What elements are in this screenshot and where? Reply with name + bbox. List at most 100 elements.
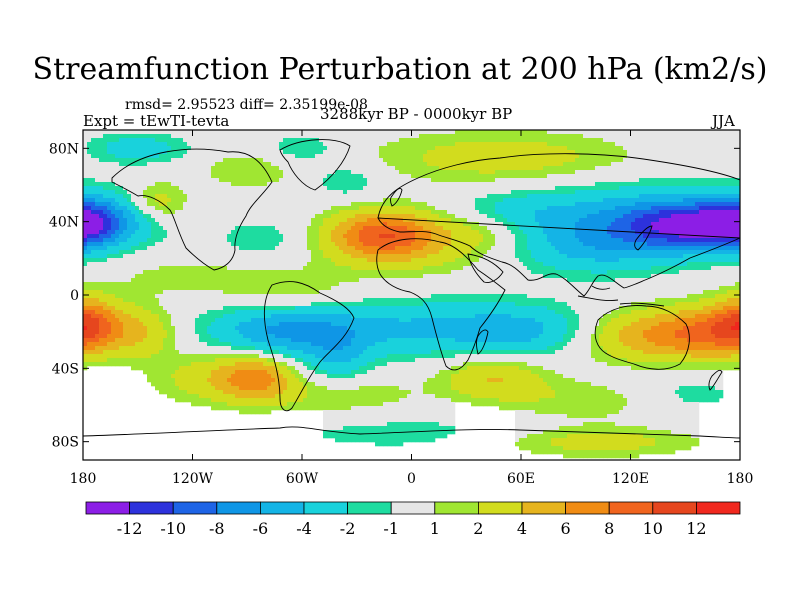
field-cell (619, 394, 624, 411)
field-cell (623, 358, 628, 367)
field-cell (223, 294, 228, 307)
field-cell (551, 174, 556, 191)
field-cell (103, 258, 108, 263)
field-cell (255, 250, 260, 271)
field-cell (323, 386, 328, 411)
field-cell (115, 230, 120, 239)
field-cell (331, 390, 336, 411)
field-cell (287, 370, 292, 403)
field-cell (735, 250, 740, 255)
field-cell (355, 358, 360, 371)
field-cell (227, 342, 232, 347)
field-cell (267, 270, 272, 295)
field-cell (319, 370, 324, 375)
field-cell (511, 222, 516, 235)
field-cell (427, 130, 432, 135)
field-cell (699, 198, 704, 203)
field-cell (83, 258, 88, 267)
field-cell (135, 138, 140, 159)
field-cell (187, 290, 192, 355)
field-cell (435, 422, 440, 439)
field-cell (719, 314, 724, 323)
field-cell (279, 374, 284, 395)
field-cell (635, 182, 640, 187)
field-cell (387, 250, 392, 255)
field-cell (563, 270, 568, 279)
field-cell (187, 150, 192, 267)
field-cell (407, 338, 412, 355)
field-cell (575, 190, 580, 203)
field-cell (307, 306, 312, 315)
field-cell (351, 318, 356, 331)
field-cell (115, 186, 120, 195)
field-cell (91, 250, 96, 259)
field-cell (147, 246, 152, 271)
field-cell (335, 362, 340, 375)
field-cell (635, 258, 640, 271)
field-cell (559, 374, 564, 415)
field-cell (399, 278, 404, 299)
field-cell (431, 254, 436, 267)
field-cell (699, 242, 704, 247)
colorbar-label: 1 (430, 519, 440, 538)
field-cell (555, 342, 560, 351)
field-cell (571, 450, 576, 459)
field-cell (379, 262, 384, 271)
field-cell (367, 226, 372, 247)
field-cell (731, 262, 736, 267)
field-cell (283, 390, 288, 407)
field-cell (119, 250, 124, 259)
field-cell (99, 182, 104, 187)
field-cell (295, 138, 300, 159)
field-cell (283, 310, 288, 315)
field-cell (295, 158, 300, 271)
field-cell (99, 314, 104, 339)
field-cell (483, 314, 488, 343)
field-cell (215, 130, 220, 163)
field-cell (111, 142, 116, 155)
field-cell (239, 406, 244, 415)
field-cell (631, 210, 636, 223)
field-cell (111, 198, 116, 207)
field-cell (211, 362, 216, 371)
field-cell (443, 130, 448, 135)
field-cell (235, 130, 240, 159)
field-cell (703, 246, 708, 251)
field-cell (543, 178, 548, 191)
field-cell (87, 142, 92, 155)
field-cell (671, 362, 676, 371)
field-cell (443, 294, 448, 303)
field-cell (87, 178, 92, 187)
field-cell (339, 314, 344, 327)
field-cell (723, 202, 728, 207)
field-cell (279, 234, 284, 243)
field-cell (631, 222, 636, 231)
field-cell (243, 346, 248, 351)
field-cell (515, 226, 520, 259)
field-cell (587, 202, 592, 215)
field-cell (627, 250, 632, 259)
field-cell (703, 254, 708, 263)
field-cell (647, 354, 652, 363)
field-cell (287, 358, 292, 367)
field-cell (131, 202, 136, 207)
field-cell (575, 450, 580, 459)
field-cell (599, 130, 604, 139)
field-cell (399, 138, 404, 175)
field-cell (663, 362, 668, 371)
field-cell (531, 178, 536, 191)
field-cell (275, 182, 280, 231)
field-cell (491, 294, 496, 303)
field-cell (675, 130, 680, 179)
field-cell (251, 358, 256, 363)
field-cell (391, 278, 396, 299)
field-cell (539, 354, 544, 367)
field-cell (335, 266, 340, 287)
colorbar-swatch (172, 501, 218, 515)
field-cell (623, 314, 628, 327)
field-cell (615, 238, 620, 251)
field-cell (583, 382, 588, 419)
field-cell (351, 390, 356, 407)
field-cell (599, 422, 604, 435)
field-cell (735, 338, 740, 347)
